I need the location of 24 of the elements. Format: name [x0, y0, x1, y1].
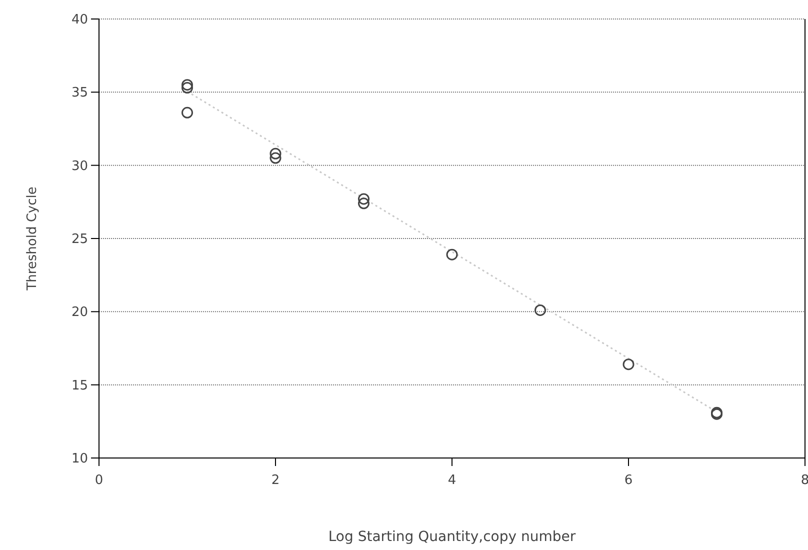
point: [182, 79, 193, 91]
x-tick-label: 4: [448, 473, 456, 488]
y-tick-label: 20: [71, 305, 88, 320]
y-tick-label: 10: [71, 452, 88, 467]
point: [534, 304, 546, 316]
y-tick-label: 30: [71, 158, 88, 174]
x-tick-label: 0: [94, 473, 104, 488]
x-tick-label: 6: [624, 473, 633, 488]
point: [622, 358, 634, 370]
point: [270, 152, 282, 164]
x-tick-label: 8: [800, 473, 808, 488]
point: [182, 82, 193, 94]
point: [358, 198, 370, 210]
point: [358, 193, 370, 205]
x-tick-label: 2: [271, 473, 280, 488]
y-tick-label: 40: [71, 12, 88, 28]
point: [446, 248, 458, 260]
y-tick-label: 25: [71, 232, 88, 248]
point: [270, 148, 282, 160]
y-tick-label: 15: [71, 378, 88, 394]
x-axis-title: Log Starting Quantity,copy number: [328, 529, 576, 545]
y-axis-title: Threshold Cycle: [25, 186, 40, 292]
y-tick-label: 35: [71, 86, 88, 101]
point: [182, 106, 193, 118]
